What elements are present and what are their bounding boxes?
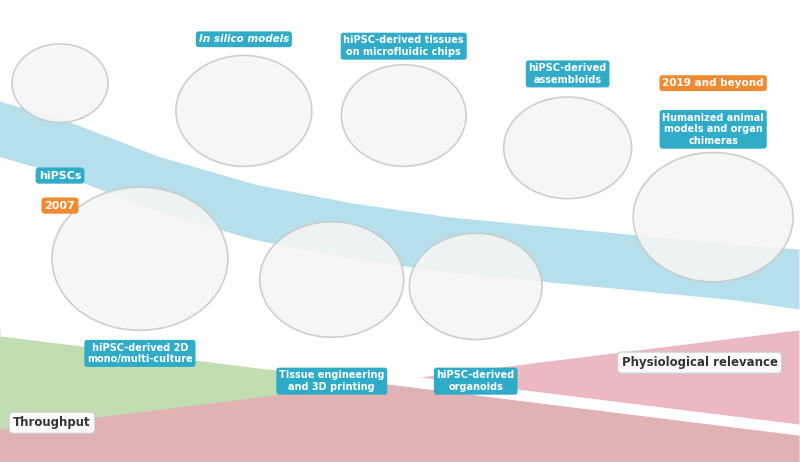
Ellipse shape <box>504 97 632 199</box>
Polygon shape <box>0 330 799 462</box>
Text: 2019 and beyond: 2019 and beyond <box>662 78 764 88</box>
Ellipse shape <box>260 222 404 337</box>
Polygon shape <box>0 330 799 462</box>
Ellipse shape <box>12 44 108 122</box>
Text: Tissue engineering
and 3D printing: Tissue engineering and 3D printing <box>279 371 385 392</box>
Text: hiPSCs: hiPSCs <box>38 170 82 181</box>
Text: Throughput: Throughput <box>13 416 90 429</box>
Text: hiPSC-derived
assembloids: hiPSC-derived assembloids <box>529 63 606 85</box>
Text: hiPSC-derived tissues
on microfluidic chips: hiPSC-derived tissues on microfluidic ch… <box>343 36 464 57</box>
Text: hiPSC-derived 2D
mono/multi-culture: hiPSC-derived 2D mono/multi-culture <box>87 343 193 364</box>
Text: In silico models: In silico models <box>198 34 289 44</box>
Ellipse shape <box>410 233 542 340</box>
Text: 2007: 2007 <box>45 201 75 211</box>
Ellipse shape <box>342 65 466 166</box>
Ellipse shape <box>634 152 793 282</box>
Text: hiPSC-derived
organoids: hiPSC-derived organoids <box>437 371 515 392</box>
Polygon shape <box>0 102 799 310</box>
Ellipse shape <box>176 55 312 166</box>
Text: Humanized animal
models and organ
chimeras: Humanized animal models and organ chimer… <box>662 113 764 146</box>
Text: Physiological relevance: Physiological relevance <box>622 356 778 369</box>
Ellipse shape <box>52 187 228 330</box>
